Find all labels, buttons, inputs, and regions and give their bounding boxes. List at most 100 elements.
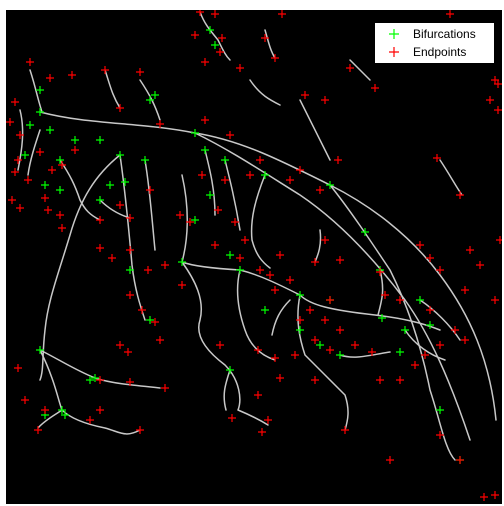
endpoint-marker xyxy=(216,48,224,56)
vessel-segment xyxy=(236,269,276,361)
bifurcation-marker xyxy=(41,181,49,189)
endpoint-marker xyxy=(376,376,384,384)
endpoint-marker xyxy=(58,224,66,232)
endpoint-marker xyxy=(321,316,329,324)
endpoint-marker xyxy=(161,384,169,392)
endpoint-marker xyxy=(58,161,66,169)
vessel-segment xyxy=(181,261,269,426)
vessel-image xyxy=(6,10,502,504)
bifurcation-marker xyxy=(121,178,129,186)
vessel-segment xyxy=(119,154,146,321)
legend-label-endpoints: Endpoints xyxy=(413,45,467,59)
endpoint-marker xyxy=(56,211,64,219)
bifurcation-marker xyxy=(56,156,64,164)
bifurcation-marker xyxy=(201,146,209,154)
bifurcation-marker xyxy=(396,348,404,356)
endpoint-marker xyxy=(44,206,52,214)
bifurcation-marker xyxy=(96,136,104,144)
endpoint-marker xyxy=(446,10,454,18)
bifurcation-marker xyxy=(151,91,159,99)
bifurcation-marker xyxy=(436,406,444,414)
endpoint-marker xyxy=(381,291,389,299)
endpoint-marker xyxy=(68,71,76,79)
endpoint-marker xyxy=(36,148,44,156)
vessel-segment xyxy=(37,409,63,429)
endpoint-marker xyxy=(256,156,264,164)
bifurcation-marker xyxy=(326,181,334,189)
vessel-skeleton-plot xyxy=(6,10,502,501)
endpoint-marker xyxy=(433,154,441,162)
endpoint-marker xyxy=(466,246,474,254)
endpoint-marker xyxy=(86,416,94,424)
endpoint-marker xyxy=(8,196,16,204)
vessel-segment xyxy=(224,159,241,231)
endpoint-marker xyxy=(246,171,254,179)
endpoint-marker xyxy=(144,266,152,274)
vessel-segment xyxy=(404,329,446,361)
bifurcation-marker xyxy=(56,186,64,194)
endpoint-marker xyxy=(254,391,262,399)
bifurcation-marker xyxy=(206,26,214,34)
endpoint-marker xyxy=(236,254,244,262)
endpoint-marker xyxy=(221,176,229,184)
bifurcation-marker xyxy=(91,374,99,382)
endpoint-marker xyxy=(48,166,56,174)
endpoint-marker xyxy=(226,131,234,139)
bifurcation-marker xyxy=(116,151,124,159)
endpoint-marker xyxy=(301,91,309,99)
vessel-segment xyxy=(297,294,349,431)
endpoint-marker xyxy=(271,354,279,362)
endpoint-marker xyxy=(266,271,274,279)
vessel-segment xyxy=(194,132,471,441)
bifurcation-marker xyxy=(426,321,434,329)
endpoint-marker xyxy=(351,341,359,349)
vessel-segment xyxy=(181,174,301,296)
bifurcation-marker xyxy=(71,136,79,144)
endpoint-marker xyxy=(228,414,236,422)
bifurcation-marker xyxy=(106,181,114,189)
vessel-segment xyxy=(39,154,121,381)
vessel-segment xyxy=(104,69,121,109)
endpoint-marker xyxy=(426,306,434,314)
vessel-segment xyxy=(314,229,322,263)
bifurcation-marker xyxy=(191,129,199,137)
bifurcation-marker xyxy=(126,266,134,274)
endpoint-marker xyxy=(326,296,334,304)
endpoint-marker xyxy=(261,34,269,42)
bifurcation-marker xyxy=(361,228,369,236)
vessel-segment xyxy=(99,199,131,219)
bifurcation-marker xyxy=(21,151,29,159)
endpoint-marker xyxy=(421,351,429,359)
endpoint-marker xyxy=(386,456,394,464)
endpoint-marker xyxy=(494,106,502,114)
endpoint-marker xyxy=(496,236,502,244)
endpoint-marker xyxy=(6,118,14,126)
endpoint-marker xyxy=(201,116,209,124)
endpoint-marker xyxy=(376,268,384,276)
bifurcation-marker xyxy=(61,411,69,419)
vessel-segment xyxy=(144,159,156,251)
endpoint-marker xyxy=(216,341,224,349)
bifurcation-marker xyxy=(401,326,409,334)
endpoint-marker xyxy=(476,261,484,269)
endpoint-marker xyxy=(241,236,249,244)
legend: Bifurcations Endpoints xyxy=(374,22,495,64)
bifurcation-marker xyxy=(211,41,219,49)
endpoint-marker xyxy=(176,211,184,219)
endpoint-marker xyxy=(271,54,279,62)
endpoint-marker xyxy=(211,241,219,249)
endpoint-marker xyxy=(178,281,186,289)
endpoint-marker xyxy=(196,10,204,16)
endpoint-marker xyxy=(16,131,24,139)
endpoint-marker xyxy=(436,266,444,274)
endpoint-marker xyxy=(16,204,24,212)
vessel-segment xyxy=(29,69,43,113)
vessel-segment xyxy=(27,129,41,176)
endpoint-marker xyxy=(436,431,444,439)
endpoint-marker xyxy=(321,236,329,244)
endpoint-marker xyxy=(480,493,488,501)
bifurcation-marker xyxy=(206,191,214,199)
endpoint-marker xyxy=(136,426,144,434)
bifurcation-marker xyxy=(36,86,44,94)
vessel-segment xyxy=(419,299,461,341)
